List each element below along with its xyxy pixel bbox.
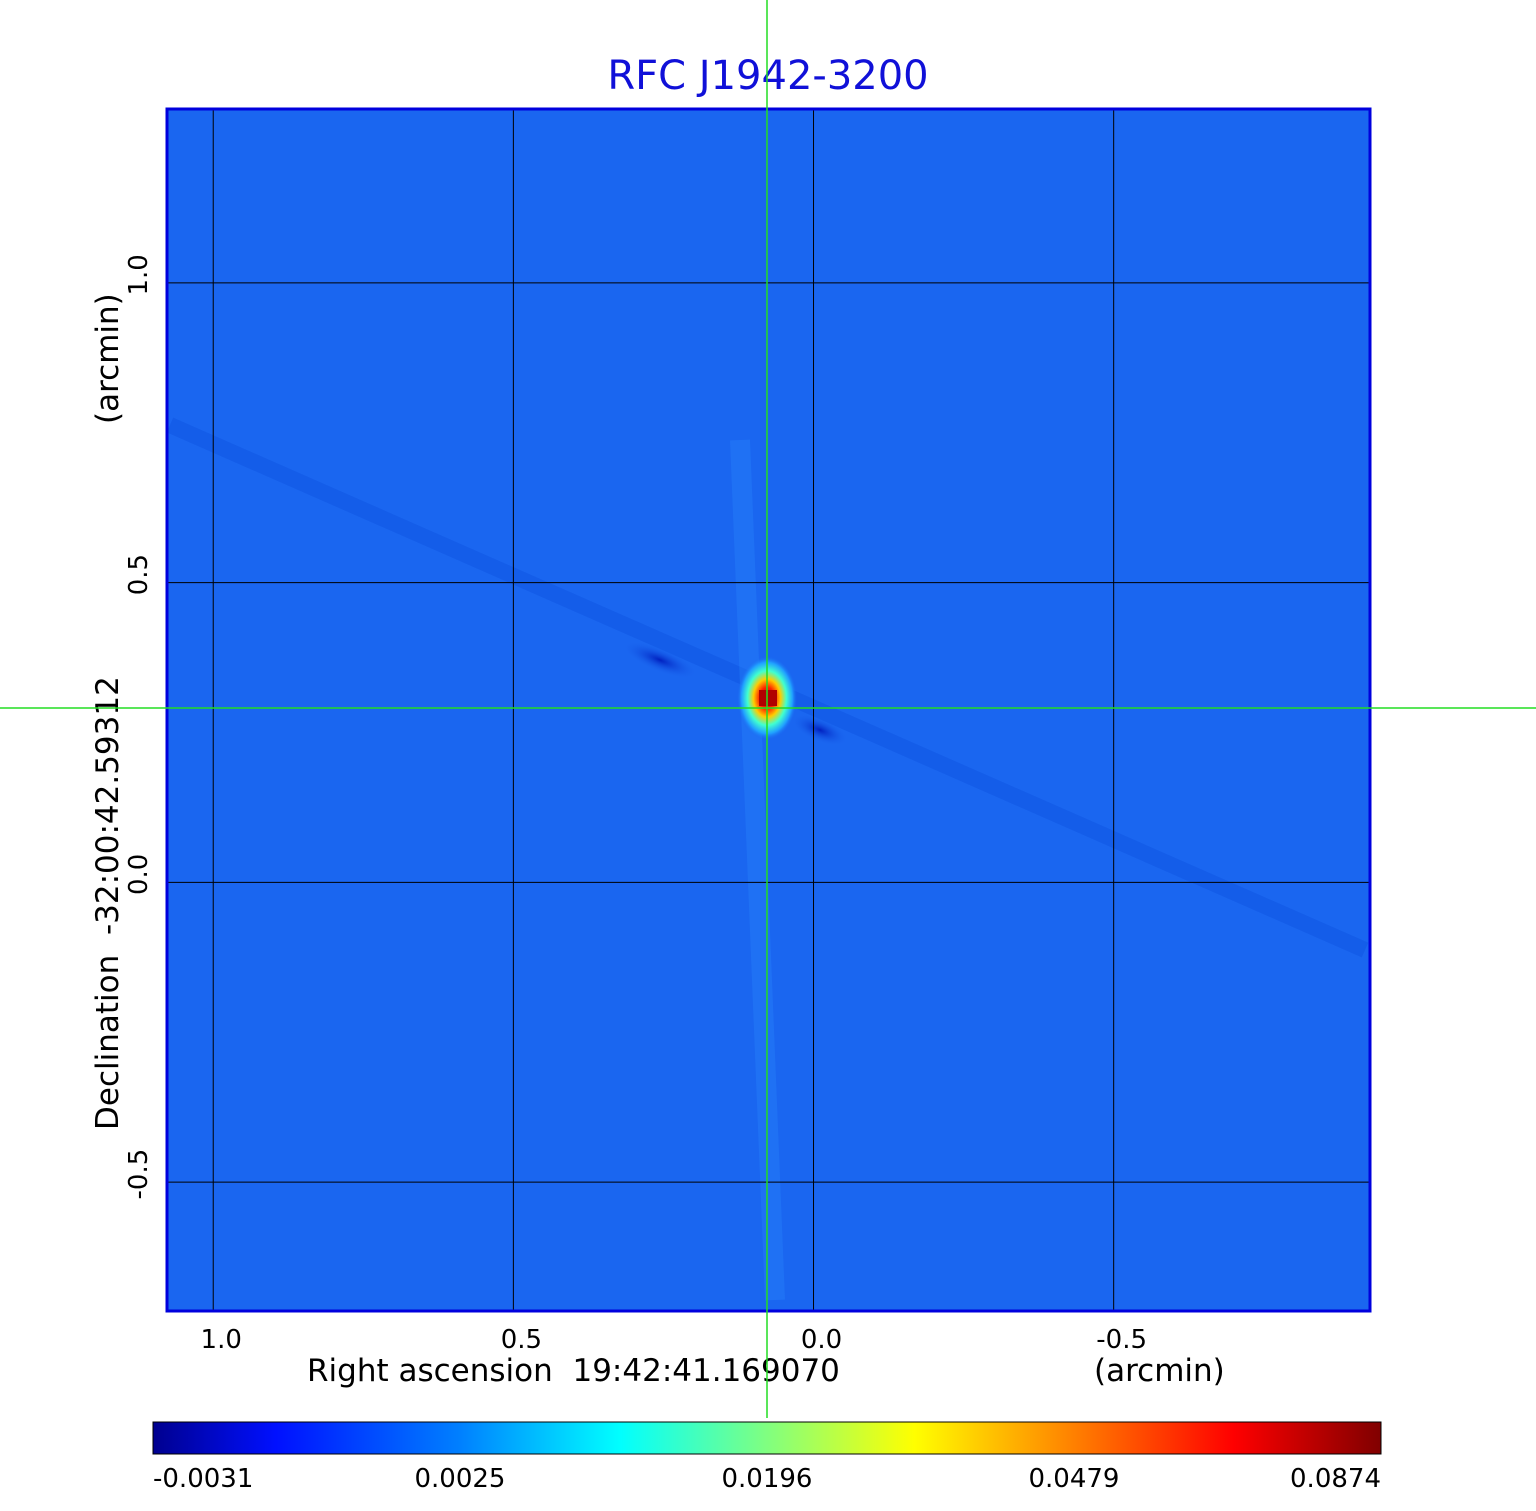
y-axis-unit: (arcmin) (90, 293, 126, 424)
colorbar-tick-label: 0.0025 (415, 1464, 506, 1494)
colorbar-tick-label: 0.0479 (1029, 1464, 1120, 1494)
colorbar-tick-label: 0.0196 (722, 1464, 813, 1494)
source-peak-core (759, 690, 777, 706)
negative-lobe (622, 641, 698, 679)
x-axis-label: Right ascension 19:42:41.169070 (307, 1353, 840, 1389)
map-plot-area (165, 107, 1372, 1313)
map-grid (167, 109, 1370, 1311)
y-axis-label: Declination -32:00:42.59312 (90, 676, 126, 1130)
x-tick-label: -0.5 (1096, 1325, 1147, 1355)
y-tick-label: 1.0 (124, 254, 154, 295)
map-frame (165, 107, 1372, 1313)
colorbar-tick-label: 0.0874 (1290, 1464, 1381, 1494)
x-tick-labels: 1.0 0.5 0.0 -0.5 (201, 1325, 1147, 1355)
x-tick-label: 0.0 (801, 1325, 842, 1355)
x-tick-label: 0.5 (501, 1325, 542, 1355)
y-tick-label: 0.0 (124, 854, 154, 895)
y-tick-labels: 1.0 0.5 0.0 -0.5 (124, 254, 154, 1199)
x-axis-unit: (arcmin) (1094, 1353, 1225, 1389)
negative-lobe (791, 714, 849, 746)
y-tick-label: 0.5 (124, 554, 154, 595)
y-tick-label: -0.5 (124, 1149, 154, 1200)
sidelobe-stripe-vertical (730, 439, 785, 1301)
chart-title: RFC J1942-3200 (607, 53, 928, 99)
colorbar-tick-labels: -0.0031 0.0025 0.0196 0.0479 0.0874 (153, 1464, 1381, 1494)
colorbar-tick-label: -0.0031 (153, 1464, 253, 1494)
x-tick-label: 1.0 (201, 1325, 242, 1355)
colorbar (152, 1421, 1382, 1455)
